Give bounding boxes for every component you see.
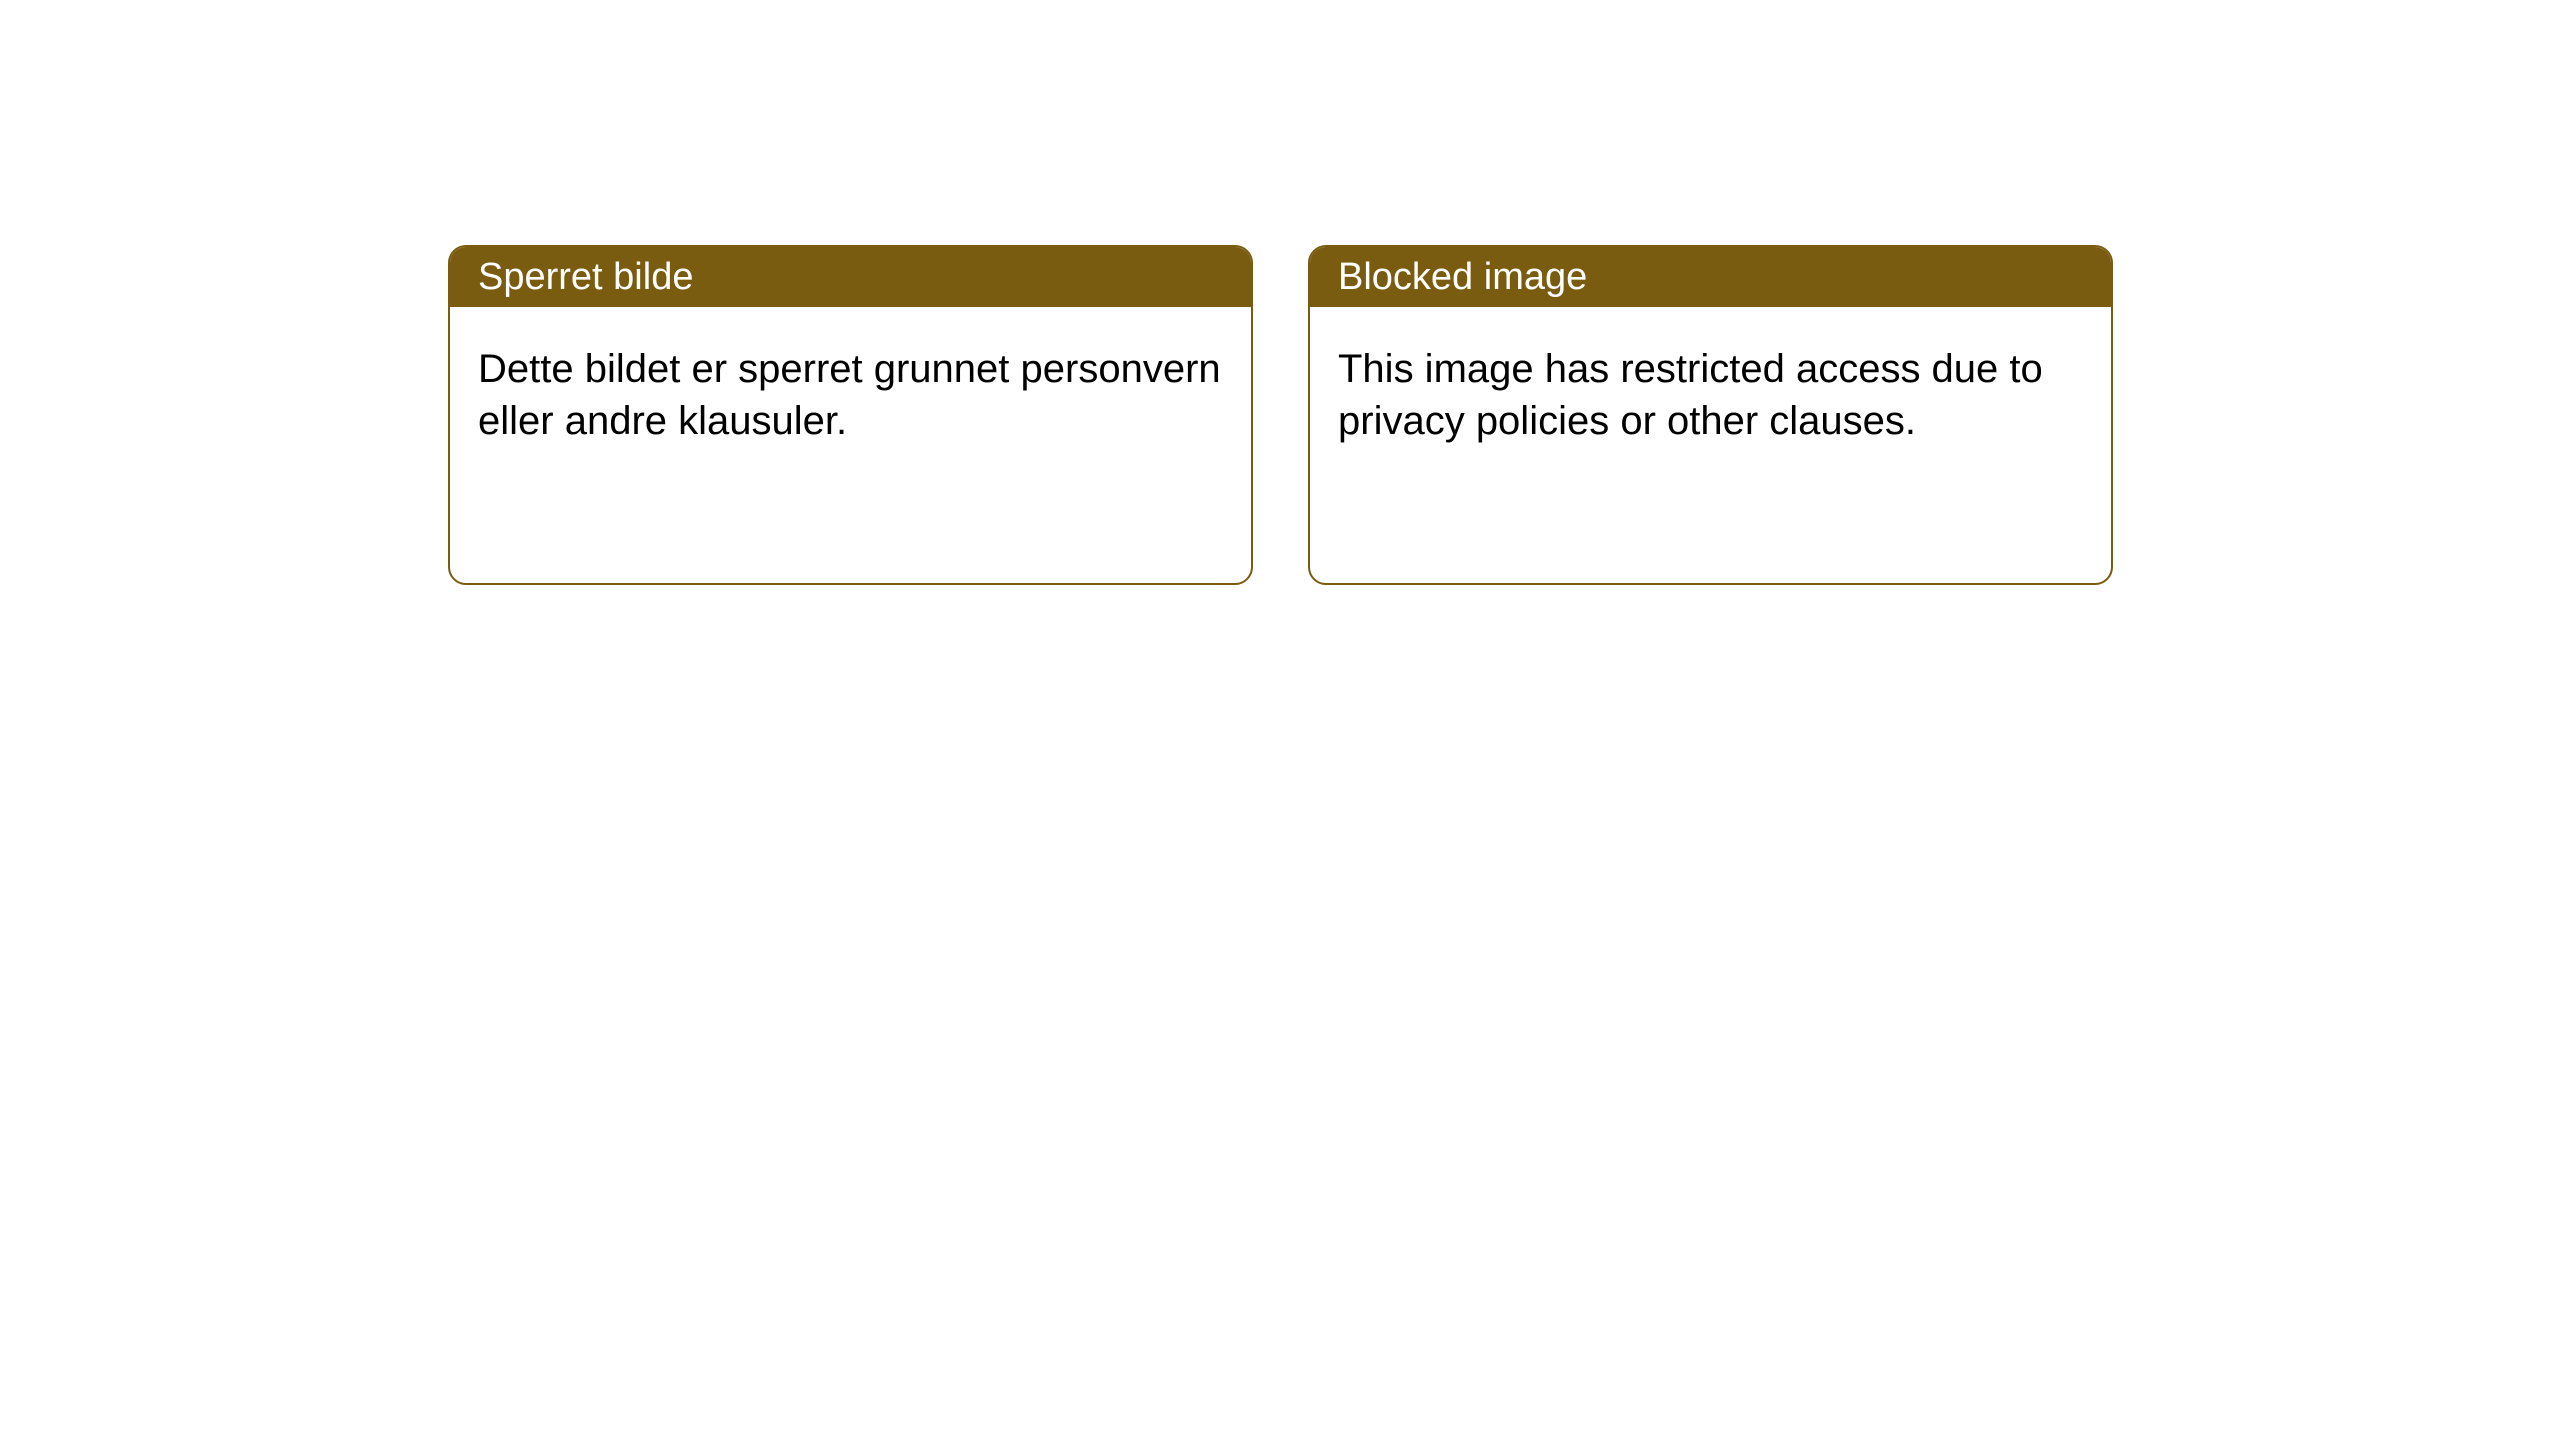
blocked-image-card-no: Sperret bilde Dette bildet er sperret gr… xyxy=(448,245,1253,585)
card-title-no: Sperret bilde xyxy=(478,256,693,299)
card-message-en: This image has restricted access due to … xyxy=(1338,347,2043,443)
blocked-image-card-en: Blocked image This image has restricted … xyxy=(1308,245,2113,585)
card-header-en: Blocked image xyxy=(1310,247,2111,307)
blocked-image-notice-container: Sperret bilde Dette bildet er sperret gr… xyxy=(448,245,2113,585)
card-body-no: Dette bildet er sperret grunnet personve… xyxy=(450,307,1251,483)
card-header-no: Sperret bilde xyxy=(450,247,1251,307)
card-title-en: Blocked image xyxy=(1338,256,1587,299)
card-body-en: This image has restricted access due to … xyxy=(1310,307,2111,483)
card-message-no: Dette bildet er sperret grunnet personve… xyxy=(478,347,1221,443)
